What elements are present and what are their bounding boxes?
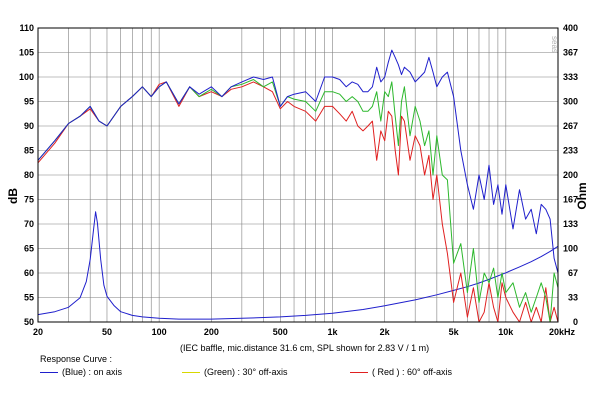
- y-left-tick-label: 55: [24, 293, 34, 303]
- y-left-tick-label: 105: [19, 48, 34, 58]
- y-right-tick-label: 400: [563, 23, 578, 33]
- y-right-tick-label: 0: [573, 317, 578, 327]
- y-left-tick-label: 65: [24, 244, 34, 254]
- y-left-tick-label: 75: [24, 195, 34, 205]
- y-left-tick-label: 85: [24, 146, 34, 156]
- legend-label-green: (Green) : 30° off-axis: [204, 367, 288, 377]
- y-axis-left-ticks: 50 55 60 65 70 75 80 85 90 95 100 105 110: [19, 23, 34, 327]
- x-tick-label: 1k: [327, 327, 338, 337]
- measurement-note: (IEC baffle, mic.distance 31.6 cm, SPL s…: [180, 343, 430, 353]
- x-tick-label: 2k: [380, 327, 391, 337]
- watermark-text: seas: [550, 36, 559, 53]
- y-right-tick-label: 133: [563, 219, 578, 229]
- x-tick-label: 10k: [498, 327, 514, 337]
- y-right-tick-label: 300: [563, 97, 578, 107]
- y-left-tick-label: 100: [19, 72, 34, 82]
- y-left-tick-label: 95: [24, 97, 34, 107]
- y-right-tick-label: 167: [563, 195, 578, 205]
- y-right-tick-label: 267: [563, 121, 578, 131]
- response-curves: [37, 49, 559, 323]
- x-tick-label: 20: [33, 327, 43, 337]
- y-right-tick-label: 367: [563, 48, 578, 58]
- x-axis-ticks: 20 50 100 200 500 1k 2k 5k 10k 20kHz: [33, 327, 576, 337]
- y-right-tick-label: 333: [563, 72, 578, 82]
- legend-swatch-blue: [40, 372, 58, 374]
- legend-item-red: ( Red ) : 60° off-axis: [350, 367, 452, 377]
- legend-item-green: (Green) : 30° off-axis: [182, 367, 287, 377]
- y-right-tick-label: 67: [568, 268, 578, 278]
- series-on-axis-line: [37, 49, 559, 274]
- x-tick-label: 50: [102, 327, 112, 337]
- y-axis-right-title: Ohm: [575, 182, 589, 209]
- y-left-tick-label: 60: [24, 268, 34, 278]
- x-tick-label: 20kHz: [549, 327, 576, 337]
- y-axis-right-ticks: 0 33 67 100 133 167 200 233 267 300 333 367 400: [563, 23, 578, 327]
- y-left-tick-label: 80: [24, 170, 34, 180]
- y-left-tick-label: 110: [19, 23, 34, 33]
- legend-title: Response Curve :: [40, 354, 113, 364]
- legend-label-red: ( Red ) : 60° off-axis: [372, 367, 452, 377]
- legend-swatch-red: [350, 372, 368, 374]
- y-right-tick-label: 200: [563, 170, 578, 180]
- legend-item-blue: (Blue) : on axis: [40, 367, 122, 377]
- x-tick-label: 200: [204, 327, 219, 337]
- y-left-tick-label: 70: [24, 219, 34, 229]
- x-tick-label: 100: [152, 327, 167, 337]
- y-right-tick-label: 100: [563, 244, 578, 254]
- plot-border: [37, 27, 559, 323]
- y-left-tick-label: 50: [24, 317, 34, 327]
- legend-label-blue: (Blue) : on axis: [62, 367, 123, 377]
- y-left-tick-label: 90: [24, 121, 34, 131]
- x-tick-label: 500: [273, 327, 288, 337]
- y-right-tick-label: 33: [568, 293, 578, 303]
- series-60deg-line: [37, 81, 559, 323]
- y-right-tick-label: 233: [563, 146, 578, 156]
- x-tick-label: 5k: [449, 327, 460, 337]
- y-axis-left-title: dB: [6, 188, 20, 204]
- legend-swatch-green: [182, 372, 200, 374]
